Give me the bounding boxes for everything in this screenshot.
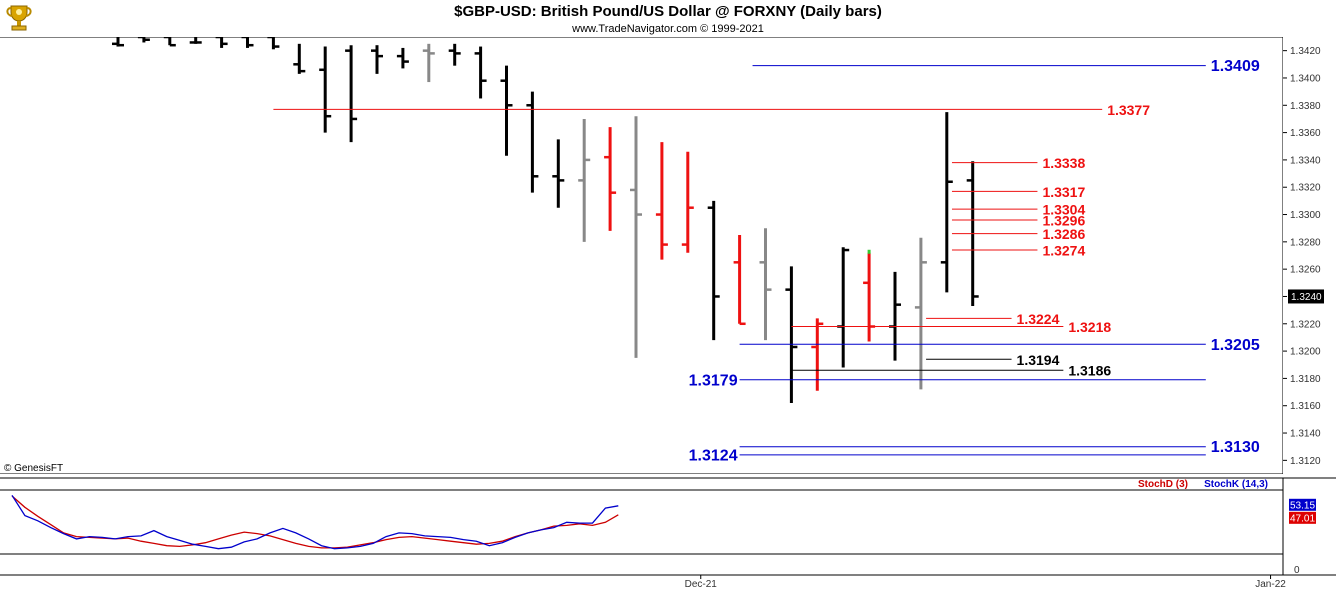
stochastic-plot: 0 StochD (3) StochK (14,3) 53.15 47.01: [0, 477, 1336, 576]
level-label: 1.3218: [1068, 319, 1111, 335]
price-tick-label: 1.3400: [1290, 73, 1321, 84]
stoch-k-value-label: 53.15: [1290, 500, 1315, 511]
ohlc-bar: [811, 318, 824, 391]
price-tick-label: 1.3280: [1290, 237, 1321, 248]
level-label: 1.3304: [1042, 202, 1085, 218]
stoch-d-value-label: 47.01: [1290, 513, 1315, 524]
ohlc-bar: [655, 142, 668, 260]
ohlc-bar: [837, 247, 850, 368]
stoch-tick-label: 0: [1294, 565, 1300, 576]
time-tick-label: Jan-22: [1255, 579, 1286, 590]
copyright-text: © GenesisFT: [4, 463, 64, 474]
ohlc-bar: [578, 118, 591, 242]
price-tick-label: 1.3220: [1290, 319, 1321, 330]
ohlc-bar: [707, 200, 720, 341]
ohlc-bar: [630, 116, 642, 358]
price-tick-label: 1.3340: [1290, 155, 1321, 166]
ohlc-bar: [552, 139, 565, 208]
level-label: 1.3317: [1042, 184, 1085, 200]
ohlc-bar: [189, 37, 202, 44]
stoch-line-k: [11, 494, 619, 550]
ohlc-bar: [215, 37, 228, 48]
price-tick-label: 1.3420: [1290, 46, 1321, 57]
ohlc-bar: [604, 127, 617, 231]
ohlc-bar: [526, 91, 539, 193]
ohlc-bar: [319, 46, 332, 133]
stoch-d-value-box: [1289, 511, 1316, 524]
ohlc-bar: [163, 37, 176, 47]
price-tick-label: 1.3260: [1290, 265, 1321, 276]
ohlc-bar: [914, 237, 927, 390]
ohlc-bar: [345, 45, 358, 143]
trophy-logo-icon: [3, 2, 35, 34]
price-tick-label: 1.3160: [1290, 401, 1321, 412]
ohlc-bar: [863, 252, 876, 342]
level-label: 1.3194: [1017, 352, 1060, 368]
level-label: 1.3409: [1211, 58, 1260, 75]
stoch-d-legend: StochD (3): [1138, 479, 1188, 490]
level-lines: 1.34091.33771.33381.33171.33041.32961.32…: [273, 58, 1260, 464]
ohlc-bar: [137, 37, 150, 43]
ohlc-bar: [293, 43, 306, 74]
chart-subtitle: www.TradeNavigator.com © 1999-2021: [572, 23, 764, 35]
ohlc-bar: [733, 235, 746, 326]
price-plot: [0, 37, 1283, 474]
ohlc-bar: [759, 228, 772, 341]
ohlc-bar: [474, 46, 487, 99]
ohlc-bar: [940, 112, 953, 293]
level-label: 1.3338: [1042, 155, 1085, 171]
price-tick-label: 1.3140: [1290, 429, 1321, 440]
level-label: 1.3274: [1042, 243, 1085, 259]
level-label: 1.3224: [1017, 311, 1060, 327]
ohlc-bar: [396, 47, 409, 69]
ohlc-bar: [785, 266, 798, 403]
ohlc-bar: [448, 43, 461, 66]
stoch-k-legend: StochK (14,3): [1204, 479, 1268, 490]
level-label: 1.3205: [1211, 337, 1260, 354]
price-tick-label: 1.3120: [1290, 456, 1321, 467]
level-label: 1.3179: [689, 372, 738, 389]
level-label: 1.3124: [689, 447, 738, 464]
ohlc-bar: [267, 37, 280, 50]
level-label: 1.3377: [1107, 102, 1150, 118]
chart-title: $GBP-USD: British Pound/US Dollar @ FORX…: [454, 3, 882, 20]
stoch-line-d: [11, 495, 619, 549]
ohlc-bar: [681, 151, 694, 253]
level-label: 1.3130: [1211, 439, 1260, 456]
signal-dot: [867, 249, 871, 254]
price-tick-label: 1.3360: [1290, 128, 1321, 139]
ohlc-bar: [371, 45, 383, 74]
ohlc-bar: [112, 37, 124, 47]
stoch-k-value-box: [1289, 498, 1316, 511]
level-label: 1.3186: [1068, 363, 1111, 379]
ohlc-bar: [422, 43, 435, 83]
current-price-box: [1288, 289, 1324, 304]
ohlc-bar: [889, 271, 901, 361]
time-axis: Dec-21 Jan-22: [685, 575, 1286, 590]
price-tick-label: 1.3180: [1290, 374, 1321, 385]
level-label: 1.3296: [1042, 212, 1085, 228]
price-tick-label: 1.3320: [1290, 183, 1321, 194]
ohlc-bar: [500, 65, 513, 156]
price-tick-label: 1.3380: [1290, 101, 1321, 112]
price-axis: 1.3120 1.3140 1.3160 1.3180 1.3200 1.3220 1.32…: [1283, 46, 1324, 467]
price-tick-label: 1.3200: [1290, 347, 1321, 358]
price-tick-label: 1.3300: [1290, 210, 1321, 221]
time-tick-label: Dec-21: [685, 579, 718, 590]
current-price-label: 1.3240: [1291, 292, 1322, 303]
level-label: 1.3286: [1042, 226, 1085, 242]
ohlc-bar: [241, 37, 254, 48]
